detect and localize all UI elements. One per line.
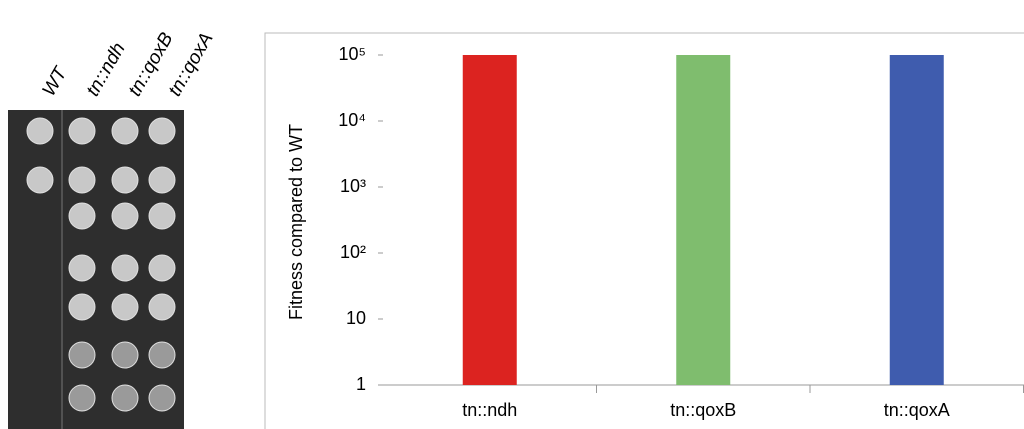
y-tick-label: 10² bbox=[340, 242, 366, 262]
bar bbox=[462, 55, 517, 385]
y-tick-label: 10³ bbox=[340, 176, 366, 196]
y-tick-label: 1 bbox=[356, 374, 366, 394]
spot bbox=[111, 254, 139, 282]
spot bbox=[111, 293, 139, 321]
spot bbox=[148, 384, 176, 412]
chart-frame bbox=[264, 32, 1024, 429]
column-label: tn::ndh bbox=[82, 39, 129, 100]
x-tick-label: tn::ndh bbox=[462, 400, 517, 420]
spot bbox=[148, 254, 176, 282]
spot bbox=[68, 341, 96, 369]
spot bbox=[26, 166, 54, 194]
spot bbox=[111, 341, 139, 369]
spot bbox=[148, 202, 176, 230]
spot bbox=[68, 293, 96, 321]
spot bbox=[68, 117, 96, 145]
y-tick-label: 10⁴ bbox=[338, 110, 366, 130]
spot bbox=[148, 166, 176, 194]
x-tick-label: tn::qoxB bbox=[670, 400, 736, 420]
plate-photo bbox=[8, 110, 184, 429]
y-tick-label: 10 bbox=[346, 308, 366, 328]
spot bbox=[68, 254, 96, 282]
spot bbox=[68, 166, 96, 194]
spot bbox=[111, 202, 139, 230]
spot bbox=[148, 293, 176, 321]
bar bbox=[676, 55, 731, 385]
spot bbox=[111, 166, 139, 194]
spot bbox=[68, 384, 96, 412]
spot bbox=[26, 117, 54, 145]
x-tick-label: tn::qoxA bbox=[884, 400, 950, 420]
y-axis-label: Fitness compared to WT bbox=[286, 124, 306, 320]
spot bbox=[111, 384, 139, 412]
spot bbox=[148, 117, 176, 145]
spot bbox=[111, 117, 139, 145]
y-tick-label: 10⁵ bbox=[339, 44, 366, 64]
spot bbox=[68, 202, 96, 230]
spots bbox=[26, 117, 176, 412]
spot bbox=[148, 341, 176, 369]
column-label: WT bbox=[38, 63, 72, 100]
bar bbox=[889, 55, 944, 385]
